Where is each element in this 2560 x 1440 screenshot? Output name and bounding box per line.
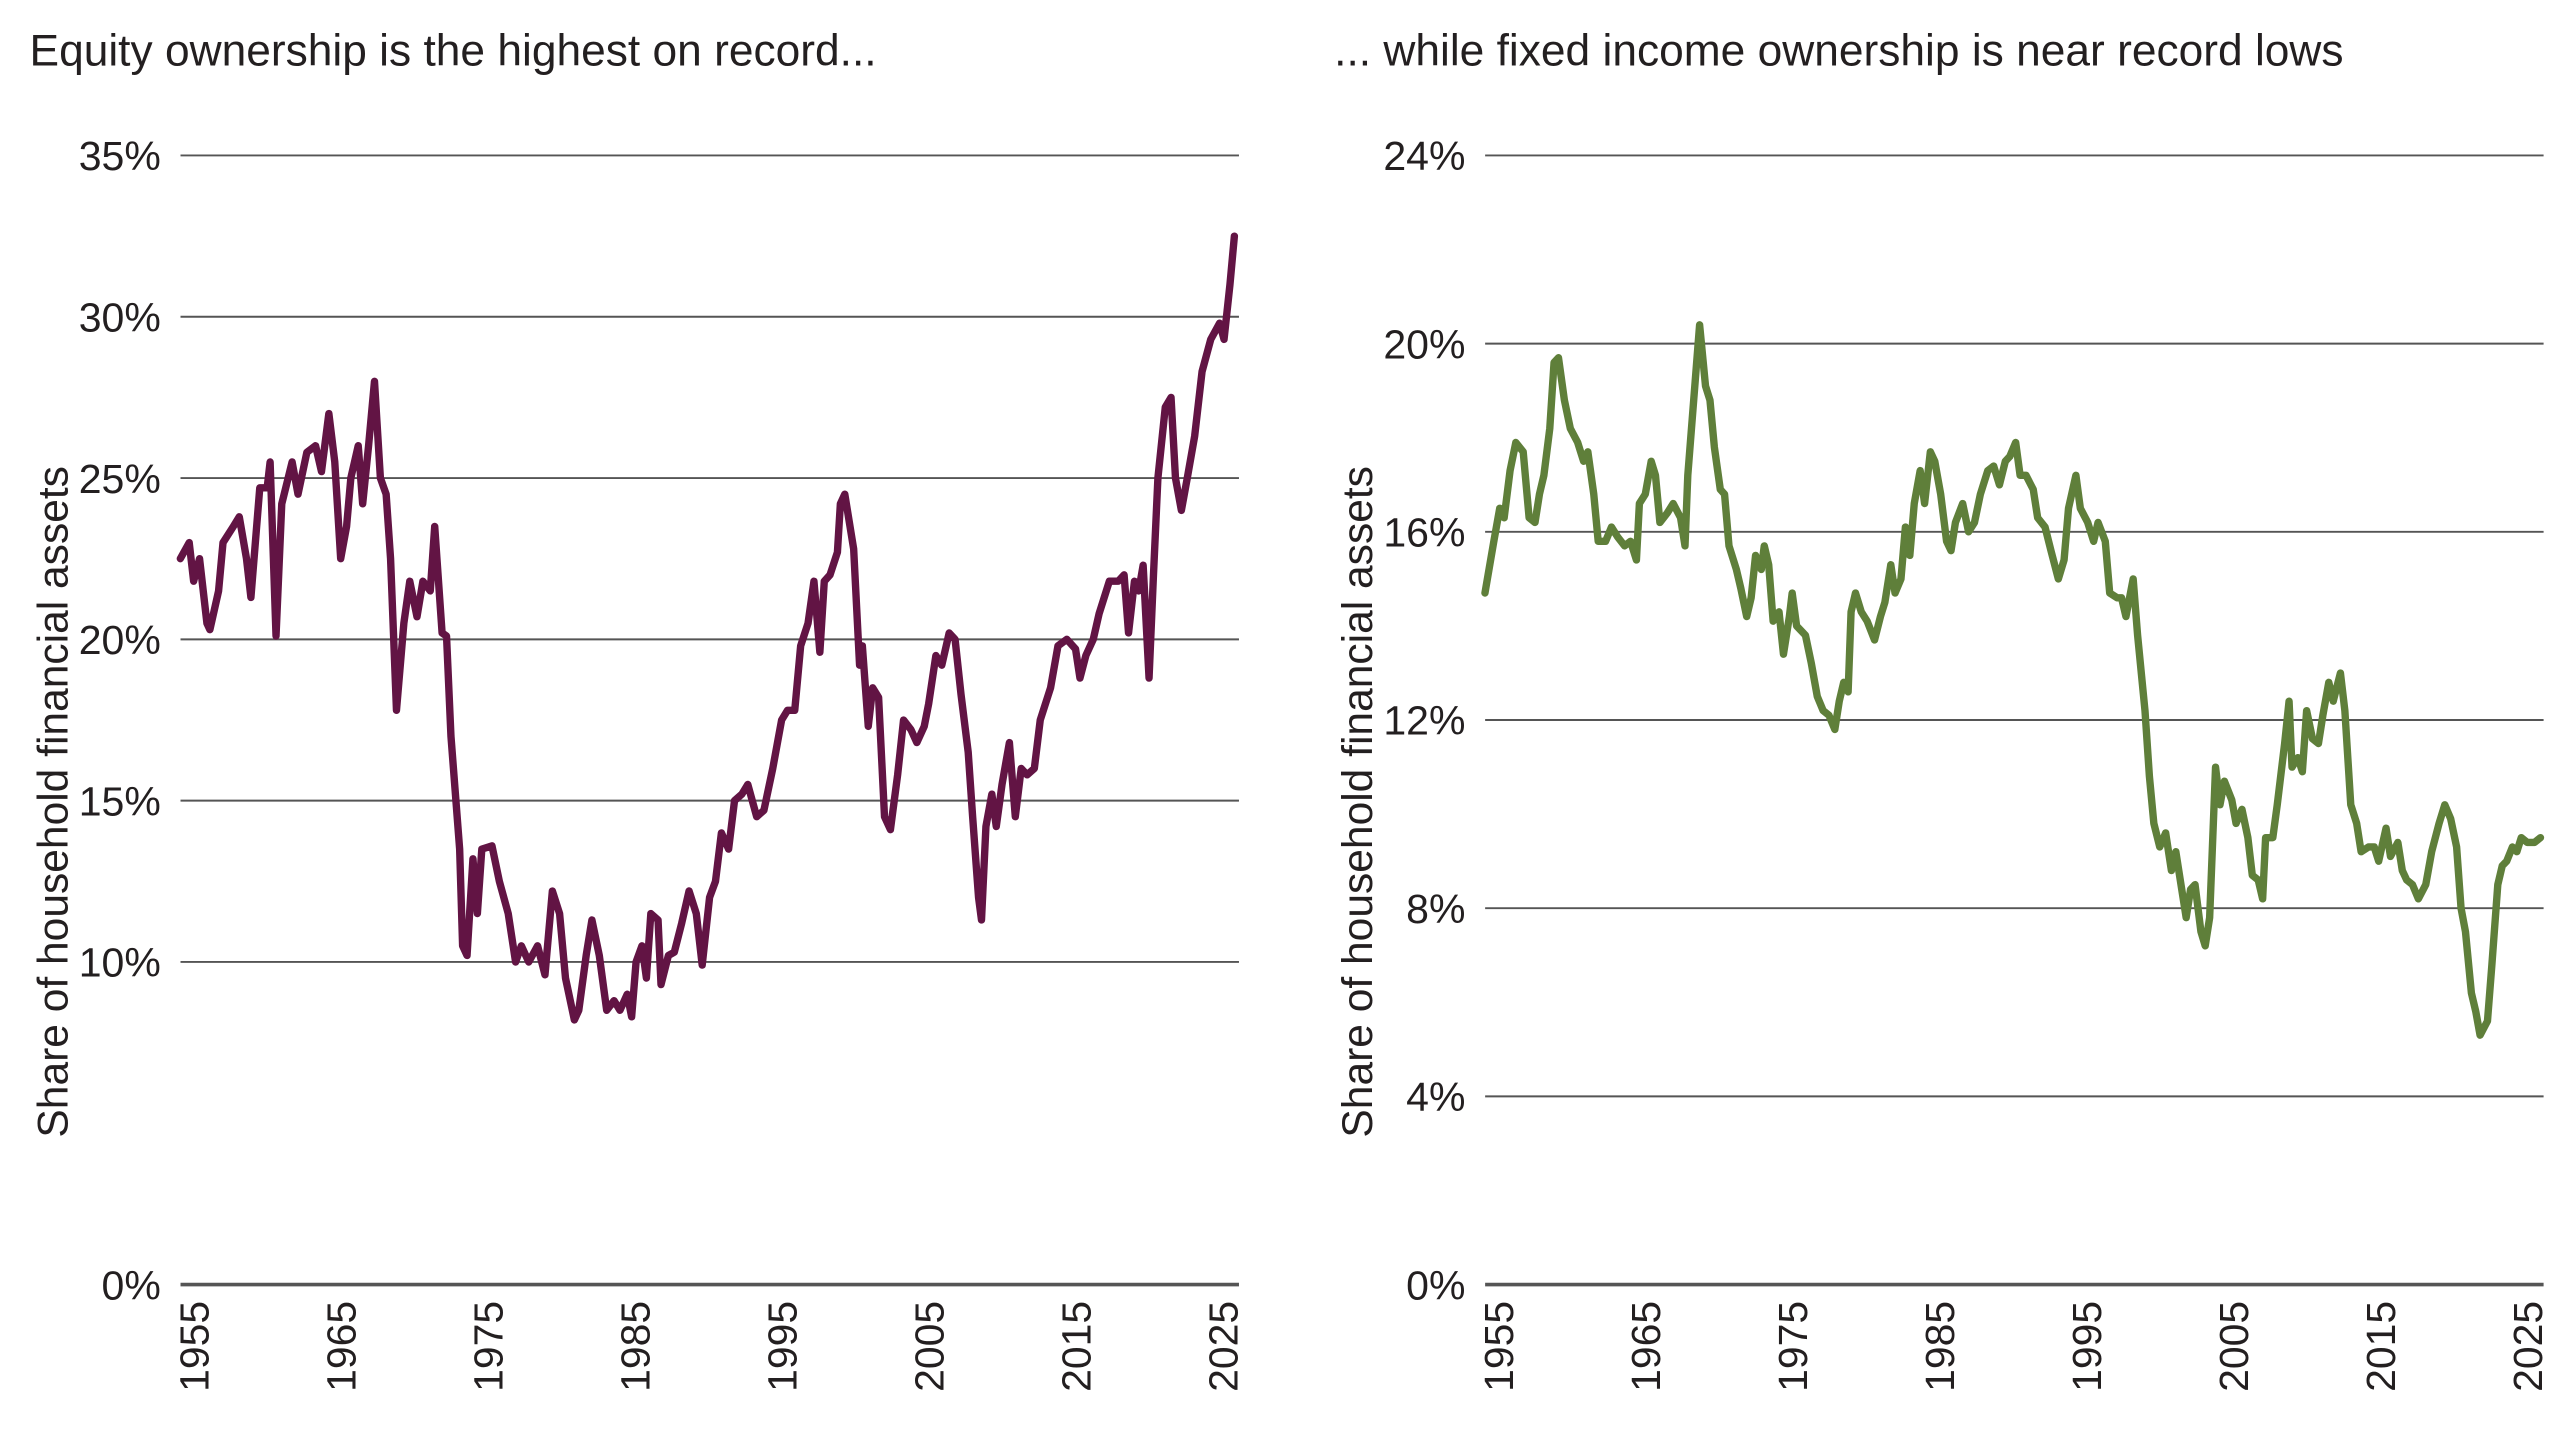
equity-chart: Equity ownership is the highest on recor… xyxy=(29,27,1246,1392)
chart-title: Equity ownership is the highest on recor… xyxy=(30,27,877,76)
chart-title: ... while fixed income ownership is near… xyxy=(1334,27,2343,76)
x-tick-label: 2005 xyxy=(2211,1301,2257,1392)
x-tick-label: 1985 xyxy=(612,1301,658,1392)
y-tick-label: 24% xyxy=(1383,133,1465,179)
y-tick-label: 25% xyxy=(79,456,161,502)
x-tick-label: 1995 xyxy=(2064,1301,2110,1392)
x-tick-label: 1965 xyxy=(1623,1301,1669,1392)
y-tick-label: 30% xyxy=(79,295,161,341)
x-tick-label: 2025 xyxy=(2505,1301,2551,1392)
y-axis-label: Share of household financial assets xyxy=(29,466,77,1138)
y-tick-label: 10% xyxy=(79,940,161,986)
y-tick-label: 4% xyxy=(1406,1074,1465,1120)
x-tick-label: 1955 xyxy=(171,1301,217,1392)
y-axis-label: Share of household financial assets xyxy=(1334,466,1382,1138)
series-line xyxy=(1481,321,2545,1039)
y-tick-label: 0% xyxy=(102,1262,161,1308)
series-line xyxy=(176,232,1239,1024)
x-tick-label: 2005 xyxy=(906,1301,952,1392)
y-tick-label: 16% xyxy=(1383,510,1465,556)
x-tick-label: 2015 xyxy=(2358,1301,2404,1392)
fixed-income-chart: ... while fixed income ownership is near… xyxy=(1334,27,2551,1392)
x-tick-label: 1975 xyxy=(1770,1301,1816,1392)
y-tick-label: 0% xyxy=(1406,1262,1465,1308)
x-tick-label: 1975 xyxy=(465,1301,511,1392)
x-tick-label: 1955 xyxy=(1476,1301,1522,1392)
x-tick-label: 1985 xyxy=(1917,1301,1963,1392)
y-tick-label: 15% xyxy=(79,778,161,824)
x-tick-label: 2025 xyxy=(1200,1301,1246,1392)
y-tick-label: 20% xyxy=(79,617,161,663)
y-tick-label: 12% xyxy=(1383,698,1465,744)
x-tick-label: 1965 xyxy=(318,1301,364,1392)
y-tick-label: 8% xyxy=(1406,886,1465,932)
x-tick-label: 2015 xyxy=(1053,1301,1099,1392)
y-tick-label: 20% xyxy=(1383,321,1465,367)
y-tick-label: 35% xyxy=(79,133,161,179)
x-tick-label: 1995 xyxy=(759,1301,805,1392)
